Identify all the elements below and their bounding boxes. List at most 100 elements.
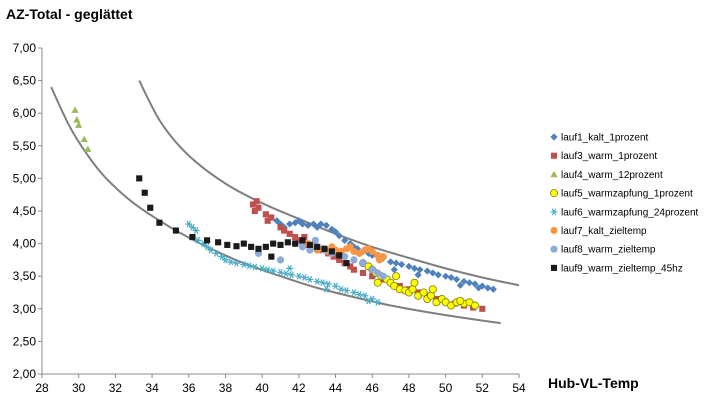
data-point [245,262,253,270]
data-point [306,276,314,283]
data-point [484,284,492,292]
data-point [141,189,148,196]
data-point [295,217,303,225]
legend-marker [550,208,558,216]
data-point [71,106,79,113]
data-point [255,245,262,252]
legend-item-lauf9_warm_zieltemp_45hz: lauf9_warm_zieltemp_45hz [550,263,683,274]
data-point [341,236,349,244]
legend-label: lauf7_kalt_zieltemp [561,226,647,237]
legend-marker [550,264,558,271]
data-point [268,253,275,260]
data-point [147,204,154,211]
data-point [295,237,302,244]
legend-marker [550,189,559,198]
envelope-curve-lower [50,86,501,325]
data-point [410,278,419,287]
data-point [286,230,293,237]
data-point [442,272,450,280]
x-tick-label: 32 [109,381,123,395]
data-point [80,135,88,143]
data-point [470,301,479,310]
data-point [269,267,277,275]
legend-label: lauf5_warmzapfung_1prozent [561,189,693,200]
x-tick-label: 54 [512,381,526,395]
x-tick-label: 44 [329,381,343,395]
legend-marker [550,170,558,178]
x-tick-label: 38 [219,381,233,395]
data-point [347,263,354,270]
data-point [301,234,308,241]
data-point [342,287,351,294]
data-point [204,237,211,244]
data-point [232,259,241,267]
legend-marker [550,133,558,141]
data-point [397,260,406,269]
x-tick-label: 28 [35,381,49,395]
legend-label: lauf1_kalt_1prozent [561,133,649,144]
envelope-curves [50,80,519,325]
data-point [298,220,307,228]
data-point [341,253,349,261]
data-point [322,221,330,229]
data-point [319,279,327,287]
y-tick-label: 6,00 [13,106,37,120]
data-point [248,243,255,250]
data-point [337,285,345,293]
data-point [379,272,387,280]
y-axis-ticks: 2,00 2,50 3,00 3,50 4,00 4,50 5,00 5,50 6,00 6,50… [13,41,42,381]
data-point [350,243,358,251]
x-axis-title: Hub-VL-Temp [548,375,639,391]
y-axis-title: AZ-Total - geglättet [6,6,133,22]
data-point [251,207,258,215]
data-point [311,236,319,244]
data-point [84,145,92,152]
data-point [489,285,497,293]
y-tick-label: 5,00 [13,171,37,185]
x-tick-label: 50 [439,381,453,395]
data-point [408,285,417,294]
data-point [277,224,284,231]
data-point [292,234,299,241]
x-tick-label: 42 [292,381,306,395]
data-point [479,305,486,312]
data-point [215,239,222,246]
legend-label: lauf9_warm_zieltemp_45hz [561,263,683,274]
data-point [251,263,259,271]
data-point [423,267,431,275]
data-point [392,259,400,267]
data-point [453,275,461,284]
data-point [270,240,277,247]
data-point [286,264,294,272]
data-point [73,116,81,123]
data-point [291,219,299,227]
data-point [282,270,290,278]
data-point [264,217,271,224]
data-point [471,280,479,288]
legend-label: lauf3_warm_1prozent [561,151,657,162]
data-point [281,227,288,234]
data-point [287,271,296,279]
data-point [328,248,335,255]
data-point [276,256,285,264]
data-point [240,240,247,247]
x-tick-label: 30 [72,381,86,395]
data-point [328,225,336,233]
data-point [359,269,367,276]
data-point [414,271,422,279]
legend-item-lauf5_warmzapfung_1prozent: lauf5_warmzapfung_1prozent [550,189,693,200]
data-point [295,272,303,280]
data-point [375,256,384,264]
data-point [331,228,340,236]
data-point [286,220,294,228]
data-point [253,198,260,205]
data-point [156,219,163,226]
data-point [194,236,202,244]
data-point [136,175,143,182]
series-lauf6_warmzapfung_24prozent [185,220,382,306]
data-point [299,237,306,244]
data-point [331,282,340,290]
data-point [369,273,376,280]
data-point [405,262,413,271]
